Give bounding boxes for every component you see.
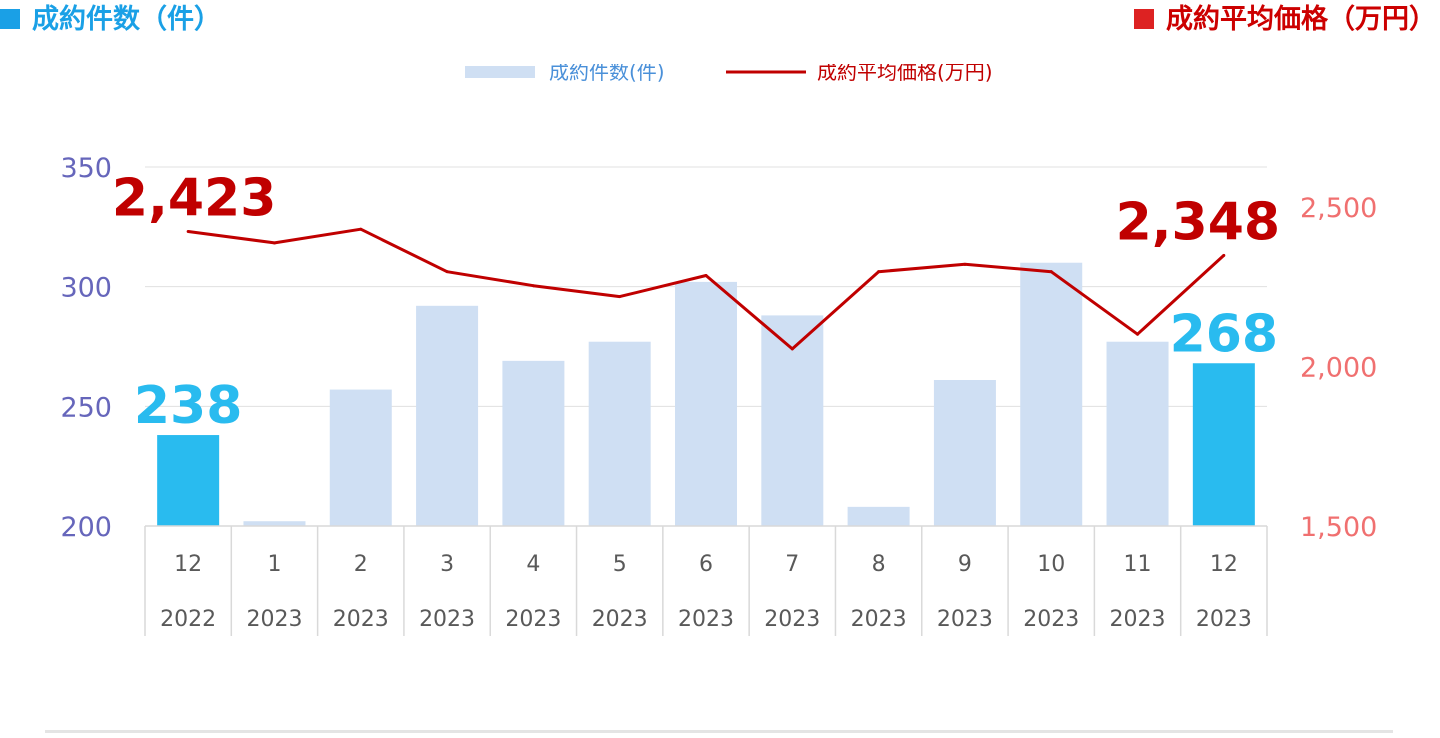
bar	[588, 341, 651, 526]
line-data-label: 2,348	[1116, 192, 1280, 252]
blue-square-icon	[0, 9, 20, 29]
x-tick-label-year: 2023	[937, 607, 993, 632]
x-tick-label-year: 2023	[333, 607, 389, 632]
red-square-icon	[1134, 9, 1154, 29]
price-point	[963, 262, 967, 266]
bar	[243, 521, 306, 526]
highlighted-bar	[1192, 363, 1255, 526]
bar	[933, 380, 996, 526]
x-tick-label-year: 2023	[505, 607, 561, 632]
x-tick-label-month: 7	[785, 552, 799, 577]
line-series-header-label: 成約平均価格（万円）	[1166, 4, 1436, 35]
right-axis-tick-label: 1,500	[1300, 512, 1377, 543]
line-data-label: 2,423	[112, 168, 276, 228]
legend-bar-swatch	[465, 66, 535, 78]
price-point	[445, 270, 449, 274]
price-point	[1049, 270, 1053, 274]
x-tick-label-year: 2023	[678, 607, 734, 632]
bar	[847, 506, 910, 526]
x-tick-label-month: 3	[440, 552, 454, 577]
x-tick-label-month: 12	[174, 552, 202, 577]
bar	[1020, 262, 1083, 526]
x-tick-label-year: 2023	[592, 607, 648, 632]
price-point	[704, 273, 708, 277]
bar	[675, 281, 737, 526]
bar-series-header-label: 成約件数（件）	[32, 4, 221, 35]
right-axis-tick-label: 2,500	[1300, 193, 1377, 224]
left-axis-tick-label: 350	[60, 153, 112, 184]
price-point	[1222, 253, 1226, 257]
x-tick-label-year: 2023	[1196, 607, 1252, 632]
bar	[761, 315, 824, 526]
x-tick-label-month: 1	[267, 552, 281, 577]
left-axis-tick-label: 250	[60, 392, 112, 423]
price-point	[359, 227, 363, 231]
x-tick-label-year: 2023	[246, 607, 302, 632]
bar-series-header: 成約件数（件）	[0, 2, 221, 38]
right-axis-tick-label: 2,000	[1300, 352, 1377, 383]
legend-crop-mask	[440, 50, 1040, 64]
bar	[1106, 341, 1169, 526]
price-point	[272, 241, 276, 245]
highlighted-bar	[157, 435, 220, 526]
bar-data-label: 268	[1170, 304, 1279, 364]
x-tick-label-month: 11	[1124, 552, 1152, 577]
x-tick-label-year: 2023	[419, 607, 475, 632]
left-axis-tick-label: 300	[60, 273, 112, 304]
x-tick-label-month: 8	[872, 552, 886, 577]
bar	[416, 305, 479, 526]
line-series-header: 成約平均価格（万円）	[1134, 2, 1436, 38]
x-tick-label-month: 12	[1210, 552, 1238, 577]
x-tick-label-year: 2023	[1110, 607, 1166, 632]
x-tick-label-month: 10	[1037, 552, 1065, 577]
bar-data-label: 238	[134, 376, 243, 436]
x-tick-label-year: 2022	[160, 607, 216, 632]
x-tick-label-year: 2023	[851, 607, 907, 632]
bar	[329, 389, 392, 526]
x-tick-label-month: 2	[354, 552, 368, 577]
x-tick-label-month: 9	[958, 552, 972, 577]
x-tick-label-month: 6	[699, 552, 713, 577]
x-tick-label-month: 5	[613, 552, 627, 577]
left-axis-tick-label: 200	[60, 512, 112, 543]
bar	[502, 360, 565, 526]
x-tick-label-year: 2023	[764, 607, 820, 632]
bottom-divider	[45, 730, 1393, 733]
price-point	[1136, 332, 1140, 336]
x-tick-label-year: 2023	[1023, 607, 1079, 632]
price-point	[186, 229, 190, 233]
price-point	[618, 295, 622, 299]
x-tick-label-month: 4	[526, 552, 540, 577]
price-point	[531, 284, 535, 288]
price-point	[877, 270, 881, 274]
price-point	[790, 347, 794, 351]
